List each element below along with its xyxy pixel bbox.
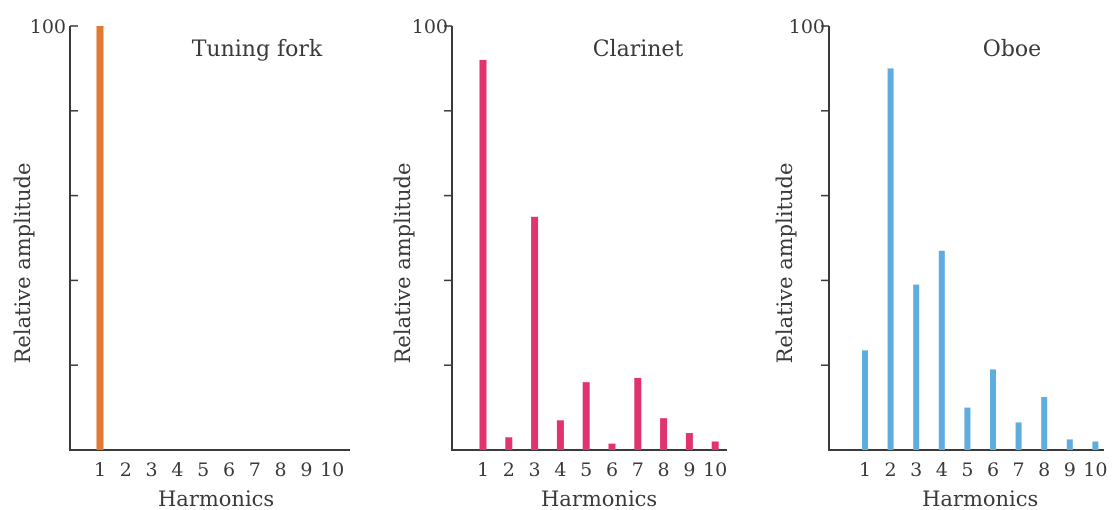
x-tick-label: 4 [171, 459, 183, 481]
bar-harmonic-3 [531, 216, 539, 450]
chart-title: Clarinet [593, 37, 684, 62]
bar-harmonic-8 [1041, 397, 1048, 450]
bar-harmonic-8 [660, 418, 668, 450]
x-tick-label: 10 [703, 459, 727, 481]
bar-harmonic-5 [964, 407, 971, 450]
x-axis-title: Harmonics [541, 487, 657, 510]
x-tick-label: 4 [554, 459, 566, 481]
y-axis-title: Relative amplitude [773, 163, 797, 364]
x-tick-label: 5 [197, 459, 209, 481]
x-tick-label: 7 [1013, 459, 1025, 481]
x-tick-label: 9 [300, 459, 312, 481]
chart-title: Oboe [983, 37, 1041, 62]
bar-harmonic-10 [1092, 441, 1099, 450]
x-tick-label: 8 [1038, 459, 1050, 481]
bar-harmonic-10 [711, 441, 719, 450]
bar-harmonic-2 [887, 68, 894, 451]
chart-panel-2: 100 Relative amplitude Clarinet 1 2 3 4 5 6 7 8 9 10… [391, 16, 727, 510]
chart-panel-1: 100 Relative amplitude Tuning fork 1 2 3 4 5 6 7 8… [11, 16, 350, 510]
x-tick-label: 8 [658, 459, 670, 481]
bar-harmonic-7 [1015, 422, 1022, 450]
axis-lines [69, 26, 350, 451]
y-tick-label: 100 [789, 16, 825, 38]
x-tick-label: 1 [859, 459, 871, 481]
x-tick-label: 6 [987, 459, 999, 481]
x-tick-label: 2 [885, 459, 897, 481]
x-tick-label: 3 [146, 459, 158, 481]
x-tick-label: 2 [503, 459, 515, 481]
chart-panel-3: 100 Relative amplitude Oboe 1 2 3 4 5 6 7 8 9 10 Harm… [773, 16, 1107, 510]
x-tick-label: 10 [320, 459, 344, 481]
bar-harmonic-1 [862, 350, 868, 450]
axis-lines [828, 26, 1104, 451]
x-tick-label: 1 [94, 459, 106, 481]
x-tick-label: 6 [223, 459, 235, 481]
x-axis-title: Harmonics [158, 487, 274, 510]
y-tick-label: 100 [412, 16, 448, 38]
bar-harmonic-4 [556, 420, 564, 450]
bar-harmonic-3 [913, 284, 920, 450]
bar-harmonic-5 [582, 382, 590, 450]
x-tick-label: 2 [120, 459, 132, 481]
x-tick-label: 5 [580, 459, 592, 481]
x-axis-title: Harmonics [922, 487, 1038, 510]
x-tick-label: 3 [529, 459, 541, 481]
x-tick-label: 10 [1083, 459, 1107, 481]
bar-harmonic-7 [634, 377, 642, 450]
bar-harmonic-1 [96, 26, 104, 450]
x-tick-label: 4 [936, 459, 948, 481]
bar-harmonic-4 [938, 250, 945, 450]
bar-harmonic-1 [479, 59, 487, 451]
chart-title: Tuning fork [192, 37, 323, 62]
x-tick-label: 7 [249, 459, 261, 481]
y-tick-label: 100 [30, 16, 66, 38]
x-tick-label: 7 [632, 459, 644, 481]
x-tick-label: 8 [275, 459, 287, 481]
bar-harmonic-6 [990, 369, 996, 450]
y-axis-title: Relative amplitude [391, 163, 415, 364]
x-tick-label: 6 [606, 459, 618, 481]
x-tick-label: 9 [1064, 459, 1076, 481]
bar-harmonic-6 [608, 443, 616, 450]
bar-harmonic-9 [685, 433, 693, 450]
x-tick-label: 5 [961, 459, 973, 481]
bar-harmonic-2 [505, 437, 513, 450]
x-tick-label: 9 [683, 459, 695, 481]
bar-harmonic-9 [1066, 439, 1073, 450]
x-tick-label: 1 [477, 459, 489, 481]
x-tick-label: 3 [910, 459, 922, 481]
y-axis-title: Relative amplitude [11, 163, 35, 364]
